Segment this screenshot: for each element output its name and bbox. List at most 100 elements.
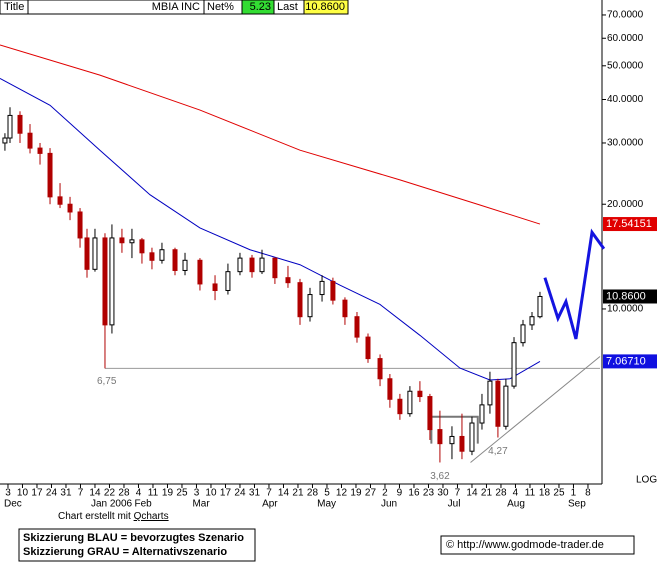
candle-body — [172, 249, 178, 271]
x-tick-label: 14 — [278, 488, 290, 499]
x-tick-label: 25 — [553, 488, 565, 499]
x-tick-label: 10 — [17, 488, 29, 499]
y-tick-label: 20.0000 — [607, 199, 644, 210]
scenario-gray — [470, 356, 601, 463]
legend-line: Skizzierung BLAU = bevorzugtes Szenario — [23, 532, 244, 544]
x-tick-label: 10 — [205, 488, 217, 499]
x-tick-label: 4 — [513, 488, 519, 499]
x-tick-label: 4 — [136, 488, 142, 499]
moving-average — [0, 44, 541, 225]
x-tick-label: 3 — [194, 488, 200, 499]
candle-body — [225, 271, 231, 291]
candle-body — [139, 239, 145, 254]
x-tick-label: 30 — [437, 488, 449, 499]
x-tick-label: 12 — [336, 488, 348, 499]
scenario-blue — [543, 228, 606, 340]
source: © http://www.godmode-trader.de — [446, 539, 604, 551]
x-tick-label: 28 — [495, 488, 507, 499]
candle-body — [397, 398, 403, 415]
x-tick-label: 31 — [60, 488, 72, 499]
last-value-label: 17.54151 — [606, 218, 652, 230]
x-tick-label: 7 — [455, 488, 461, 499]
x-tick-label: 11 — [525, 488, 536, 499]
net-value: 5.23 — [250, 1, 271, 13]
x-tick-label: 9 — [397, 488, 403, 499]
x-tick-label: 17 — [220, 488, 232, 499]
x-tick-label: 19 — [350, 488, 362, 499]
candle-body — [365, 336, 371, 360]
x-tick-label: 7 — [266, 488, 272, 499]
candle-body — [237, 257, 243, 273]
candle-body — [495, 380, 501, 427]
candle-body — [354, 316, 360, 338]
last-value-box — [603, 217, 657, 232]
candle-body — [437, 429, 443, 445]
candle-body — [197, 259, 203, 285]
x-tick-label: 28 — [118, 488, 130, 499]
candle-body — [37, 147, 43, 154]
x-tick-label: 23 — [423, 488, 435, 499]
candle-body — [57, 196, 63, 205]
x-tick-label: 17 — [31, 488, 43, 499]
candle-body — [529, 316, 535, 326]
candle-body — [511, 342, 517, 387]
x-tick-label: 21 — [292, 488, 304, 499]
candle-body — [330, 280, 336, 301]
candle-body — [449, 435, 455, 445]
candle-body — [47, 152, 53, 198]
candle-body — [84, 237, 90, 270]
candle-body — [27, 132, 33, 149]
candle-body — [487, 380, 493, 406]
x-tick-label: 18 — [539, 488, 551, 499]
candle-body — [342, 299, 348, 318]
x-tick-label: 24 — [234, 488, 246, 499]
candle-body — [77, 211, 83, 239]
x-tick-label: 31 — [249, 488, 261, 499]
source-box — [440, 535, 635, 555]
candle-body — [520, 324, 526, 344]
candle-body — [377, 358, 383, 380]
x-tick-label: 2 — [382, 488, 388, 499]
x-tick-label: 14 — [89, 488, 101, 499]
x-tick-label: 14 — [466, 488, 478, 499]
y-tick-label: 30.0000 — [607, 138, 644, 149]
candle-body — [149, 252, 155, 261]
month-label: Jul — [448, 499, 461, 510]
month-label: Dec — [4, 499, 22, 510]
month-label: Mar — [192, 499, 210, 510]
last-box — [303, 0, 349, 15]
x-tick-label: 1 — [571, 488, 577, 499]
title-label: Title — [4, 1, 24, 13]
x-tick-label: 7 — [78, 488, 84, 499]
candle-body — [272, 257, 278, 279]
candle-body — [297, 282, 303, 318]
y-tick-label: 60.0000 — [607, 33, 644, 44]
x-tick-label: 16 — [408, 488, 420, 499]
candle-body — [307, 294, 313, 318]
last-value: 10.8600 — [305, 1, 345, 13]
annotation: 3,62 — [430, 471, 450, 482]
support-label: 6,75 — [97, 376, 117, 387]
candle-body — [2, 137, 8, 144]
x-tick-label: 3 — [5, 488, 11, 499]
month-label: Jun — [381, 499, 397, 510]
x-tick-label: 21 — [481, 488, 493, 499]
last-value-label: 7.06710 — [606, 355, 646, 367]
x-tick-label: 8 — [585, 488, 591, 499]
candle-body — [67, 203, 73, 213]
legend-line: Skizzierung GRAU = Alternativszenario — [23, 546, 227, 558]
candle-body — [285, 277, 291, 284]
credit: Chart erstellt mit Qcharts — [58, 511, 169, 522]
y-tick-label: 70.0000 — [607, 10, 644, 21]
candle-body — [407, 390, 413, 415]
candle-body — [479, 404, 485, 424]
x-tick-label: 28 — [307, 488, 319, 499]
x-tick-label: 11 — [148, 488, 159, 499]
x-tick-label: 25 — [176, 488, 188, 499]
candle-body — [102, 237, 108, 326]
candle-body — [503, 385, 509, 427]
x-tick-label: 27 — [365, 488, 377, 499]
candle-body — [427, 396, 433, 431]
candle-body — [17, 114, 23, 134]
